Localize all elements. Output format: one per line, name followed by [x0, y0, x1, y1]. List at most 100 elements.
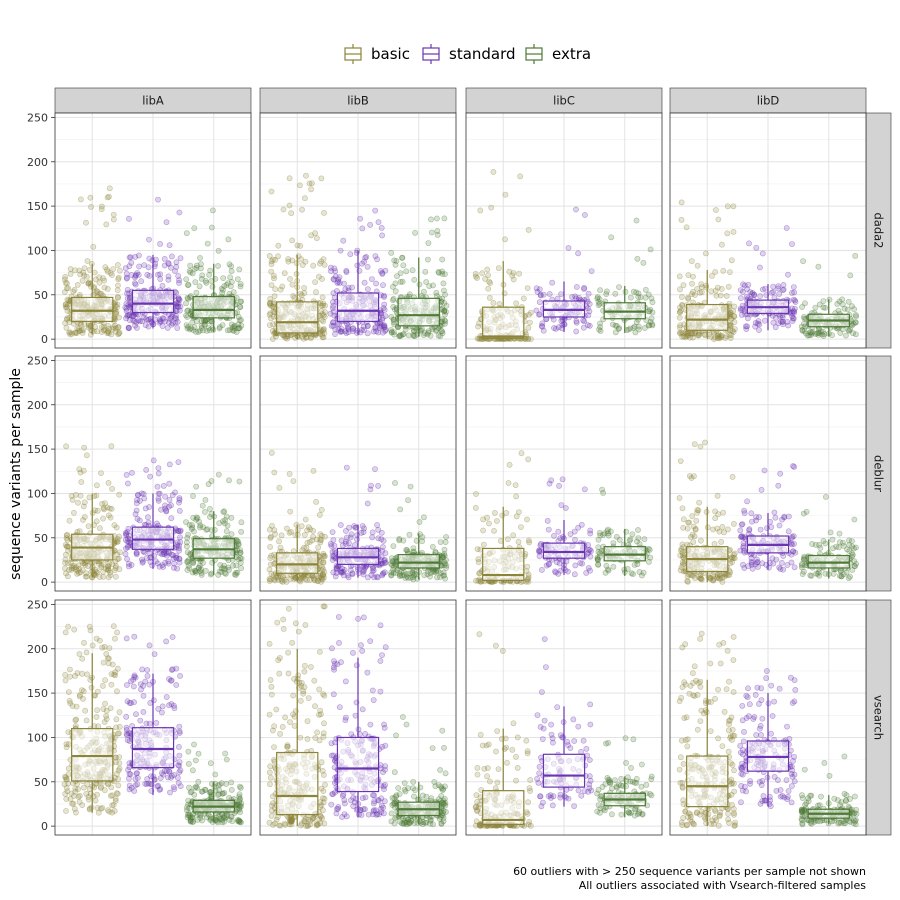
data-point	[77, 469, 84, 476]
data-point	[183, 539, 190, 546]
data-point	[168, 502, 174, 509]
data-point	[715, 216, 722, 223]
data-point	[150, 457, 157, 464]
data-point	[101, 277, 108, 284]
y-tick-label: 100	[27, 487, 48, 500]
data-point	[513, 493, 520, 500]
data-point	[307, 335, 314, 342]
data-point	[812, 541, 819, 548]
data-point	[513, 300, 520, 307]
data-point	[228, 531, 235, 538]
data-point	[132, 272, 139, 278]
data-point	[741, 510, 748, 517]
data-point	[155, 196, 161, 203]
data-point	[368, 276, 375, 282]
data-point	[105, 567, 111, 573]
data-point	[268, 570, 275, 577]
data-point	[588, 268, 595, 274]
data-point	[688, 258, 695, 264]
data-point	[112, 635, 118, 642]
data-point	[271, 469, 278, 476]
data-point	[72, 329, 79, 336]
data-point	[318, 574, 325, 581]
data-point	[406, 570, 413, 577]
data-point	[114, 665, 121, 672]
data-point	[166, 480, 173, 487]
data-point	[849, 303, 855, 310]
data-point	[205, 481, 212, 488]
data-point	[520, 295, 527, 302]
data-point	[278, 532, 285, 539]
data-point	[720, 509, 726, 516]
data-point	[679, 294, 685, 300]
data-point	[163, 508, 170, 515]
data-point	[546, 291, 553, 297]
data-point	[105, 330, 112, 337]
data-point	[162, 318, 169, 325]
data-point	[332, 268, 339, 275]
data-point	[176, 769, 183, 776]
data-point	[227, 274, 234, 281]
data-point	[424, 256, 431, 263]
data-point	[428, 216, 434, 223]
data-point	[435, 268, 442, 275]
data-point	[331, 542, 338, 549]
data-point	[759, 250, 766, 257]
data-point	[719, 241, 725, 248]
data-point	[69, 330, 75, 337]
data-point	[74, 281, 81, 288]
data-point	[678, 199, 685, 206]
data-point	[433, 289, 440, 296]
data-point	[79, 655, 86, 662]
data-point	[275, 242, 282, 249]
data-point	[299, 262, 306, 268]
data-point	[525, 537, 532, 544]
data-point	[731, 520, 737, 527]
data-point	[267, 535, 274, 541]
data-point	[268, 449, 275, 456]
data-point	[800, 510, 807, 517]
data-point	[83, 452, 90, 459]
data-point	[635, 294, 642, 300]
data-point	[305, 524, 312, 530]
data-point	[360, 571, 367, 578]
data-point	[748, 510, 755, 517]
data-point	[97, 637, 103, 644]
data-point	[126, 254, 133, 261]
data-point	[198, 566, 205, 573]
data-point	[233, 562, 240, 569]
data-point	[81, 444, 88, 451]
data-point	[105, 328, 111, 335]
data-point	[166, 316, 173, 322]
data-point	[84, 781, 91, 788]
data-point	[123, 307, 130, 314]
data-point	[695, 332, 702, 339]
data-point	[789, 241, 795, 247]
data-point	[336, 279, 343, 286]
data-point	[191, 225, 198, 232]
data-point	[104, 330, 111, 336]
data-point	[171, 705, 178, 712]
data-point	[676, 309, 683, 316]
data-point	[321, 553, 328, 560]
data-point	[491, 527, 497, 534]
data-point	[840, 543, 847, 549]
data-point	[725, 572, 731, 579]
data-point	[133, 319, 140, 325]
data-point	[267, 576, 274, 583]
data-point	[86, 623, 93, 630]
data-point	[267, 544, 273, 550]
data-point	[375, 526, 382, 533]
data-point	[596, 530, 603, 536]
data-point	[744, 498, 750, 505]
data-point	[308, 186, 314, 193]
data-point	[125, 480, 131, 487]
data-point	[845, 327, 852, 334]
data-point	[676, 324, 683, 331]
data-point	[173, 259, 180, 266]
y-tick-label: 200	[27, 399, 48, 412]
data-point	[168, 515, 175, 522]
y-tick-label: 50	[34, 532, 48, 545]
data-point	[820, 538, 827, 544]
data-point	[345, 329, 352, 336]
